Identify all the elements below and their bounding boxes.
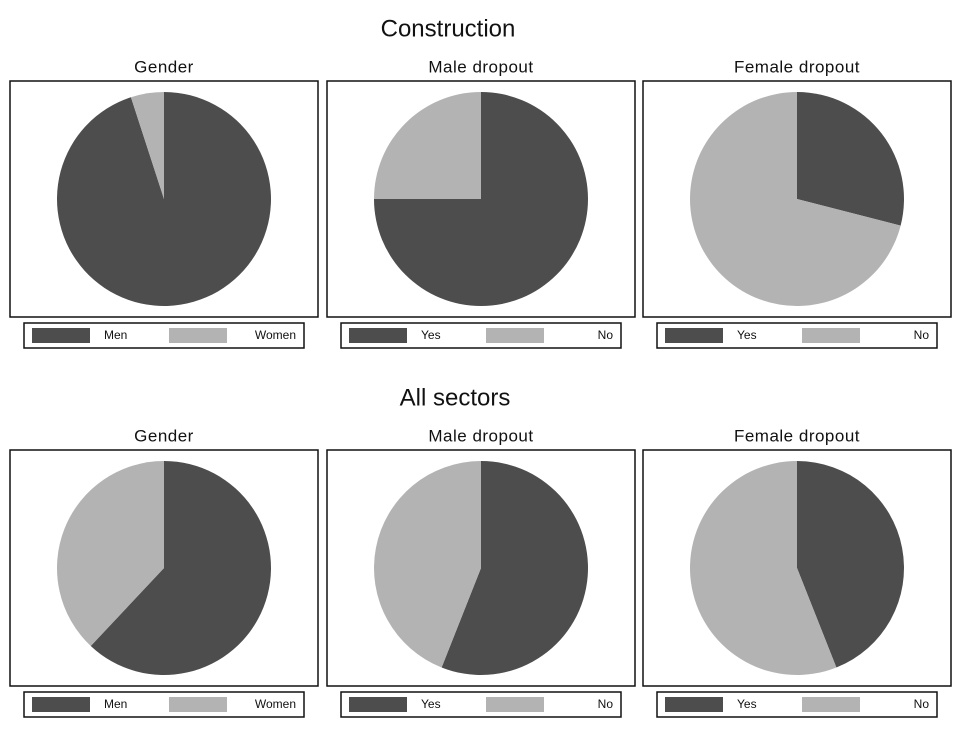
section-title: Construction xyxy=(381,15,516,42)
legend-swatch xyxy=(349,697,407,712)
legend-label: Women xyxy=(255,697,296,711)
pie-slice xyxy=(797,92,905,226)
legend-swatch xyxy=(486,328,544,343)
legend-swatch xyxy=(802,697,860,712)
pie-slice xyxy=(689,92,901,306)
legend-swatch xyxy=(169,697,227,712)
pie-slice xyxy=(130,92,164,199)
legend-label: No xyxy=(598,328,614,342)
pie-slice xyxy=(56,461,164,646)
legend-label: Yes xyxy=(421,697,441,711)
legend-label: No xyxy=(914,697,930,711)
pie-slice xyxy=(689,461,837,676)
section-title: All sectors xyxy=(400,384,511,411)
pie-slice xyxy=(797,461,904,668)
pie-slice xyxy=(90,461,272,675)
legend-label: Yes xyxy=(737,328,757,342)
legend-swatch xyxy=(802,328,860,343)
chart-title: Gender xyxy=(134,426,194,445)
legend-label: Women xyxy=(255,328,296,342)
legend-label: No xyxy=(914,328,930,342)
chart-title: Female dropout xyxy=(734,57,860,76)
legend-swatch xyxy=(32,328,90,343)
pie-slice xyxy=(374,92,481,199)
legend-label: Men xyxy=(104,697,127,711)
legend-swatch xyxy=(349,328,407,343)
chart-title: Gender xyxy=(134,57,194,76)
legend-swatch xyxy=(32,697,90,712)
pie-slice xyxy=(374,461,481,668)
legend-label: Yes xyxy=(737,697,757,711)
chart-title: Male dropout xyxy=(428,426,533,445)
chart-title: Female dropout xyxy=(734,426,860,445)
legend-swatch xyxy=(486,697,544,712)
legend-label: Men xyxy=(104,328,127,342)
legend-label: No xyxy=(598,697,614,711)
legend-label: Yes xyxy=(421,328,441,342)
legend-swatch xyxy=(665,697,723,712)
pie-slice xyxy=(441,461,589,676)
legend-swatch xyxy=(169,328,227,343)
chart-title: Male dropout xyxy=(428,57,533,76)
legend-swatch xyxy=(665,328,723,343)
legend-box xyxy=(340,322,622,349)
